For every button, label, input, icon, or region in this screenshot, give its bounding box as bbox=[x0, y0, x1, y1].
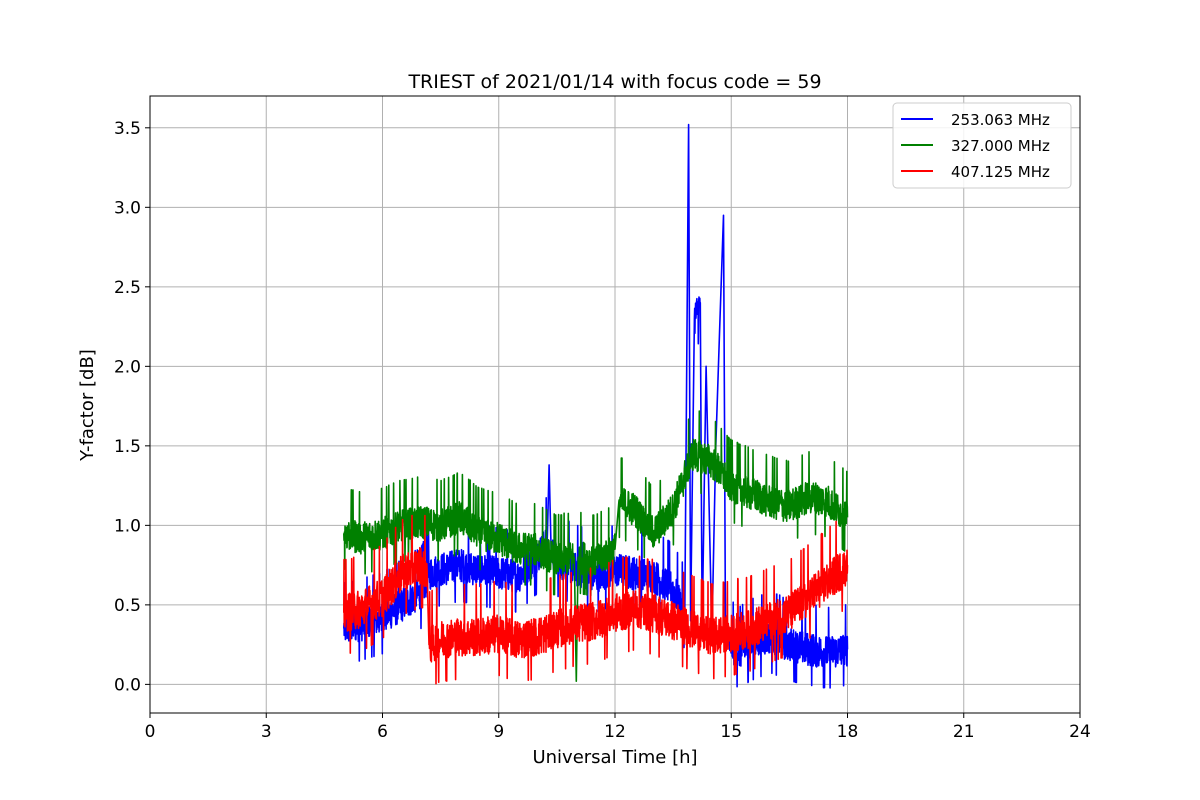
x-tick-label: 21 bbox=[953, 722, 975, 742]
series-line-2 bbox=[343, 410, 849, 683]
x-axis-label: Universal Time [h] bbox=[532, 747, 697, 768]
y-axis-label: Y-factor [dB] bbox=[77, 349, 98, 462]
x-tick-label: 12 bbox=[604, 722, 626, 742]
x-tick-label: 3 bbox=[261, 722, 272, 742]
x-tick-label: 18 bbox=[837, 722, 859, 742]
x-tick-label: 15 bbox=[720, 722, 742, 742]
ticks: 0 3 6 9 12 15 18 21 24 0.0 0.5 1.0 1.5 2.0 2.5 3.0 3.5 bbox=[114, 119, 1091, 742]
y-tick-label: 3.0 bbox=[114, 198, 141, 218]
legend-entry: 253.063 MHz bbox=[951, 111, 1050, 129]
y-tick-label: 0.5 bbox=[114, 596, 141, 616]
legend: 253.063 MHz 327.000 MHz 407.125 MHz bbox=[892, 102, 1072, 189]
y-tick-label: 1.0 bbox=[114, 516, 141, 536]
legend-entry: 327.000 MHz bbox=[951, 137, 1050, 155]
plot-area bbox=[342, 123, 849, 689]
x-tick-label: 9 bbox=[493, 722, 504, 742]
y-tick-label: 2.5 bbox=[114, 278, 141, 298]
series-line-3 bbox=[342, 514, 849, 685]
chart-title: TRIEST of 2021/01/14 with focus code = 5… bbox=[407, 71, 821, 93]
y-tick-label: 3.5 bbox=[114, 119, 141, 139]
y-tick-label: 2.0 bbox=[114, 357, 141, 377]
y-tick-label: 1.5 bbox=[114, 437, 141, 457]
y-tick-label: 0.0 bbox=[114, 675, 141, 695]
legend-entry: 407.125 MHz bbox=[951, 163, 1050, 181]
x-tick-label: 24 bbox=[1069, 722, 1091, 742]
x-tick-label: 6 bbox=[377, 722, 388, 742]
legend-frame bbox=[892, 102, 1072, 189]
x-tick-label: 0 bbox=[145, 722, 156, 742]
